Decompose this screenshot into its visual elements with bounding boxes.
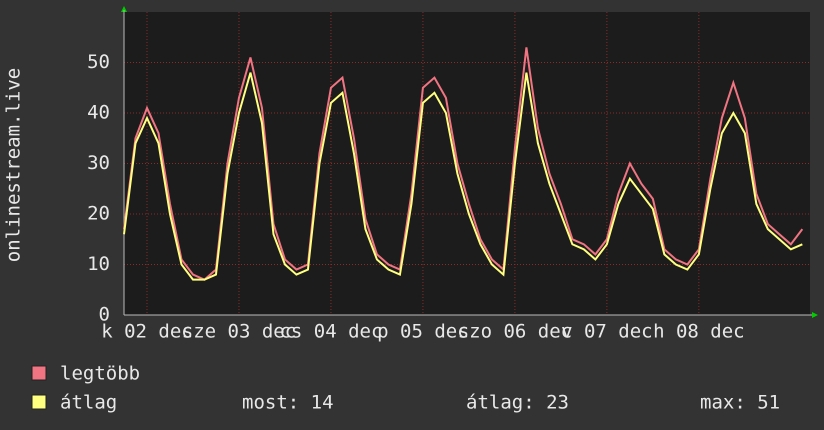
stat-max: max: 51 [700,392,780,414]
y-tick-label: 20 [87,203,110,225]
x-tick-label: sze 03 dec [182,321,296,343]
x-tick-label: h 08 dec [653,321,745,343]
y-tick-label: 30 [87,152,110,174]
series-line [123,72,803,281]
x-tick-label: szo 06 dec [458,321,572,343]
legend-label: legtöbb [60,363,140,385]
y-tick-label: 50 [87,51,110,73]
y-tick-label: 10 [87,253,110,275]
stat-avg: átlag: 23 [466,392,569,414]
x-tick-label: k 02 dec [101,321,193,343]
y-axis-label: onlinestream.live [3,68,25,262]
axis-arrow [812,312,818,318]
legend-label: átlag [60,392,117,414]
axis-arrow [121,6,127,12]
legend-swatch [31,365,47,381]
y-tick-label: 0 [99,304,110,326]
y-tick-label: 40 [87,102,110,124]
legend-swatch [31,394,47,410]
stat-most: most: 14 [242,392,334,414]
x-tick-label: v 07 dec [561,321,653,343]
x-tick-label: cs 04 dec [279,321,382,343]
series-line [123,47,804,281]
x-tick-label: p 05 dec [377,321,469,343]
